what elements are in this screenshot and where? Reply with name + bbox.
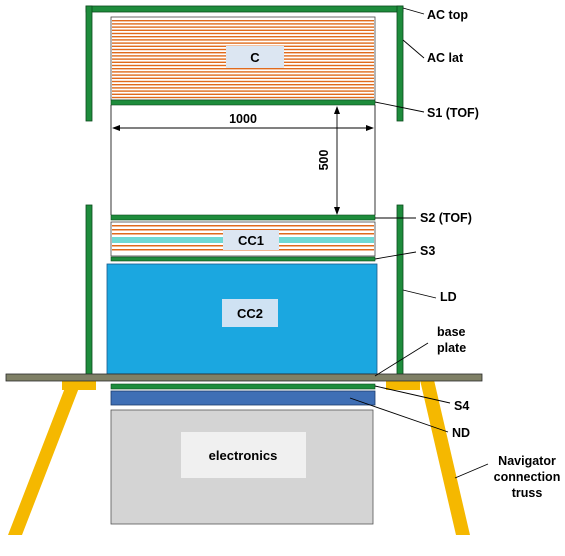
cc1-stripe (112, 229, 374, 231)
calorimeter-c-stripe (112, 23, 374, 25)
truss-right-leg (420, 380, 470, 535)
calorimeter-c-stripe (112, 74, 374, 76)
dim-width-label: 1000 (229, 112, 257, 126)
calorimeter-c-stripe (112, 71, 374, 73)
calorimeter-c-stripe (112, 20, 374, 22)
calorimeter-c-stripe (112, 84, 374, 86)
calorimeter-c-label-box (226, 46, 284, 68)
label-ac-lat: AC lat (427, 51, 464, 65)
dim-gap-label: 500 (317, 150, 331, 171)
label-nd: ND (452, 426, 470, 440)
calorimeter-c-stripe (112, 36, 374, 38)
ac-upper (85, 5, 404, 122)
ac-lat-left-upper (85, 5, 93, 122)
calorimeter-c-stripe (112, 42, 374, 44)
s3 (110, 256, 376, 262)
truss-left-leg (8, 380, 82, 535)
label-truss-3: truss (512, 486, 543, 500)
s1-tof (110, 99, 376, 106)
label-truss-2: connection (494, 470, 561, 484)
cc2-label: CC2 (237, 306, 263, 321)
leader-s1 (374, 101, 425, 113)
base-plate (5, 373, 483, 382)
labels: AC top AC lat S1 (TOF) S2 (TOF) S3 LD ba… (420, 8, 560, 500)
cc2-label-box (222, 299, 278, 327)
cc1-label: CC1 (238, 233, 264, 248)
s4 (110, 383, 376, 390)
calorimeter-c-stripe (112, 39, 374, 41)
calorimeter-c-stripe (112, 77, 374, 79)
label-base-plate-1: base (437, 325, 466, 339)
dim-width-arrow-left (112, 125, 120, 131)
calorimeter-c-stripe (112, 96, 374, 99)
cc1-stripe (112, 225, 374, 227)
electronics-label-box (181, 432, 306, 478)
leader-ld (402, 289, 437, 299)
leader-base-plate (374, 342, 429, 377)
calorimeter-c-stripe (112, 29, 374, 31)
leader-truss (454, 463, 489, 479)
label-s1: S1 (TOF) (427, 106, 479, 120)
dim-gap-arrow-bottom (334, 207, 340, 215)
s2-tof (110, 214, 376, 221)
dim-gap-arrow-top (334, 106, 340, 114)
label-s3: S3 (420, 244, 435, 258)
leader-nd (349, 397, 449, 433)
ld-right (396, 204, 404, 378)
calorimeter-c: C (110, 16, 376, 101)
label-ld: LD (440, 290, 457, 304)
leader-s3 (374, 251, 417, 260)
label-truss-1: Navigator (498, 454, 556, 468)
calorimeter-c-stripe (112, 93, 374, 95)
calorimeter-c-label: C (250, 50, 260, 65)
calorimeter-cc1: CC1 (110, 221, 376, 257)
calorimeter-c-stripe (112, 80, 374, 83)
electronics-label: electronics (209, 448, 278, 463)
electronics-box: electronics (110, 409, 374, 525)
dim-width-arrow-right (366, 125, 374, 131)
ac-lat-right-upper (396, 5, 404, 122)
ld-left (85, 204, 93, 378)
calorimeter-c-stripe (112, 26, 374, 28)
leader-ac-lat (402, 39, 425, 59)
calorimeter-c-stripe (112, 90, 374, 92)
leader-s4 (374, 385, 451, 404)
leader-lines (349, 7, 489, 479)
leader-ac-top (402, 7, 425, 15)
label-ac-top: AC top (427, 8, 468, 22)
label-s2: S2 (TOF) (420, 211, 472, 225)
label-s4: S4 (454, 399, 469, 413)
calorimeter-c-stripe (112, 32, 374, 35)
cc1-label-box (223, 230, 279, 250)
label-base-plate-2: plate (437, 341, 466, 355)
ac-top (85, 5, 404, 13)
calorimeter-c-stripe (112, 87, 374, 89)
dimension-markers: 1000 500 (110, 105, 376, 215)
calorimeter-cc2: CC2 (106, 263, 378, 375)
calorimeter-c-stripe (112, 68, 374, 70)
nd (110, 390, 376, 406)
